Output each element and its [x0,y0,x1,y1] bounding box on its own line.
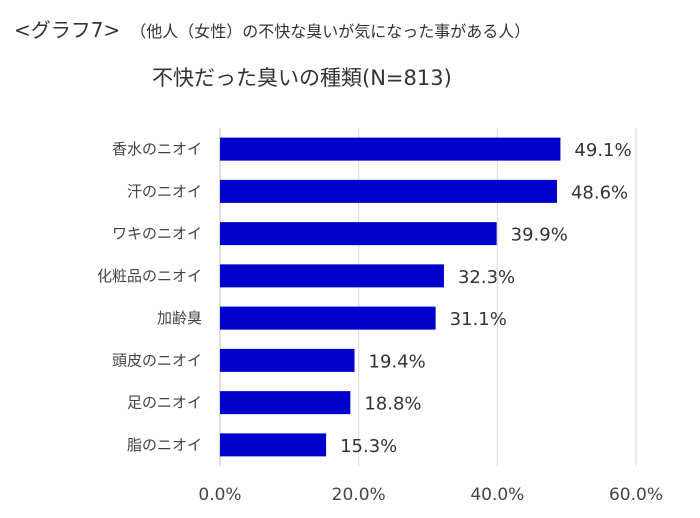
x-tick-label: 0.0% [198,485,241,505]
data-label: 49.1% [574,140,631,161]
bar [220,391,351,415]
category-label: 足のニオイ [127,394,202,412]
bar [220,306,436,330]
chart-title: 不快だった臭いの種類(N=813) [152,66,452,90]
category-label: ワキのニオイ [112,225,202,243]
header: <グラフ7> （他人（女性）の不快な臭いが気になった事がある人） [14,14,530,43]
graph-number-label: <グラフ7> [14,18,121,42]
data-label: 32.3% [458,267,515,288]
bar [220,433,327,457]
category-label: 香水のニオイ [112,140,202,158]
bar [220,179,557,203]
data-label: 18.8% [364,394,421,415]
category-label: 加齢臭 [157,309,202,327]
bar [220,222,497,246]
bar [220,348,355,372]
data-label: 48.6% [571,182,628,203]
data-label: 31.1% [450,309,507,330]
x-tick-label: 60.0% [609,485,663,505]
category-label: 汗のニオイ [127,182,202,200]
bar [220,137,561,161]
bar [220,264,444,288]
data-label: 19.4% [369,351,426,372]
x-tick-label: 40.0% [470,485,524,505]
category-label: 化粧品のニオイ [97,267,202,285]
respondent-subtitle: （他人（女性）の不快な臭いが気になった事がある人） [130,22,531,41]
data-label: 15.3% [340,436,397,457]
data-label: 39.9% [511,225,568,246]
category-label: 脂のニオイ [127,436,202,454]
category-label: 頭皮のニオイ [112,351,202,369]
x-tick-label: 20.0% [332,485,386,505]
